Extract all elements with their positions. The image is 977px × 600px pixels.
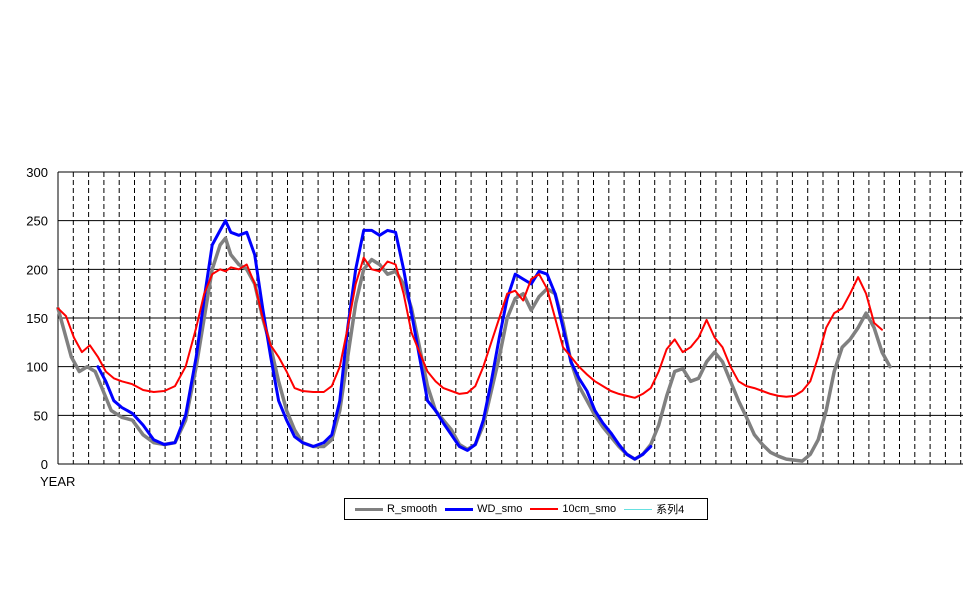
legend: R_smooth WD_smo 10cm_smo 系列4	[344, 498, 708, 520]
y-axis: 0 50 100 150 200 250 300	[26, 165, 48, 472]
legend-item-r-smooth: R_smooth	[355, 503, 437, 515]
legend-label: 系列4	[656, 504, 685, 516]
series-layer	[56, 219, 892, 463]
y-tick-label: 50	[34, 408, 48, 423]
legend-swatch	[624, 508, 653, 510]
legend-item-series4: 系列4	[624, 501, 684, 517]
legend-label: 10cm_smo	[562, 503, 617, 515]
legend-label: R_smooth	[387, 503, 438, 515]
y-tick-label: 200	[26, 262, 48, 277]
x-axis-label: YEAR	[40, 474, 75, 489]
y-tick-label: 300	[26, 165, 48, 180]
legend-item-wd-smo: WD_smo	[445, 503, 522, 515]
legend-item-10cm-smo: 10cm_smo	[530, 503, 616, 515]
legend-swatch	[445, 507, 474, 511]
y-tick-label: 150	[26, 311, 48, 326]
legend-label: WD_smo	[477, 503, 523, 515]
y-tick-label: 0	[41, 457, 48, 472]
legend-swatch	[355, 507, 383, 511]
y-tick-label: 100	[26, 360, 48, 375]
series-line-r-smooth	[56, 236, 892, 463]
legend-swatch	[530, 508, 559, 510]
y-tick-label: 250	[26, 214, 48, 229]
series-line-10cm-smo	[57, 256, 883, 399]
chart-grid	[58, 171, 963, 465]
plot-area	[57, 172, 963, 465]
